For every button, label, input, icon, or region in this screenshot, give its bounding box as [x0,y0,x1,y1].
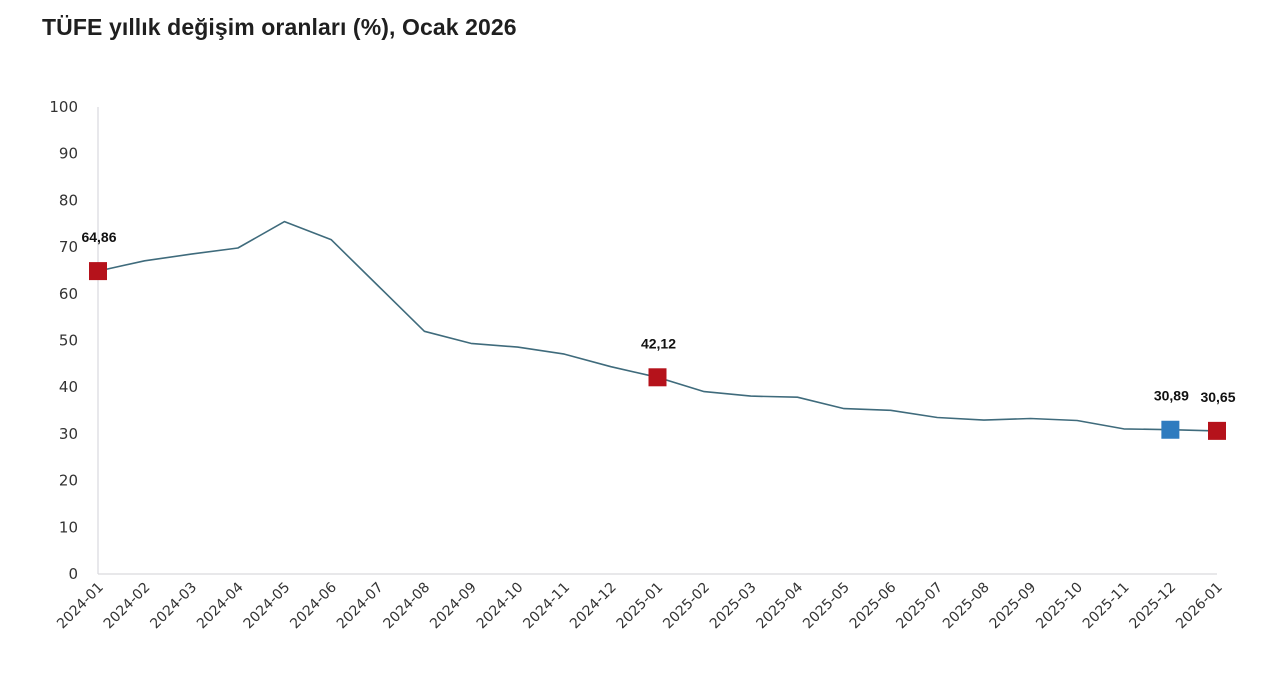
y-tick-label: 20 [59,472,78,490]
x-tick-label: 2025-03 [707,580,760,633]
x-tick-label: 2024-10 [474,580,527,633]
y-tick-label: 30 [59,425,78,443]
x-tick-label: 2025-11 [1080,580,1133,633]
x-tick-label: 2024-08 [381,580,434,633]
x-tick-label: 2024-01 [54,580,107,633]
y-tick-label: 100 [49,98,78,116]
blue-square-marker [1161,420,1180,439]
x-tick-label: 2025-12 [1127,580,1180,633]
x-tick-label: 2025-09 [987,580,1040,633]
x-tick-label: 2025-05 [800,580,853,633]
x-tick-label: 2024-05 [241,580,294,633]
red-square-marker [1208,421,1226,440]
x-tick-label: 2025-08 [940,580,993,633]
x-axis: 2024-012024-022024-032024-042024-052024-… [54,573,1226,633]
x-tick-label: 2024-07 [334,580,387,633]
x-tick-label: 2025-04 [754,579,807,632]
chart-title: TÜFE yıllık değişim oranları (%), Ocak 2… [42,14,517,40]
y-tick-label: 60 [59,285,78,303]
y-tick-label: 10 [59,518,78,536]
y-tick-label: 90 [59,145,78,163]
data-markers: 64,86 42,12 30,89 30,65 [81,229,1236,440]
series-line-0 [97,220,1218,432]
x-tick-label: 2025-10 [1033,580,1086,633]
data-label: 30,65 [1200,389,1235,405]
x-tick-label: 2025-07 [893,580,946,633]
x-tick-label: 2024-03 [147,580,200,633]
x-tick-label: 2024-12 [567,580,620,633]
x-tick-label: 2024-04 [194,579,247,632]
red-square-marker [648,368,667,387]
red-square-marker [89,262,107,281]
data-label: 30,89 [1154,388,1189,404]
y-tick-label: 50 [59,332,78,350]
y-axis: 0 10 20 30 40 50 60 70 80 90 100 [49,98,99,583]
data-label: 64,86 [81,229,116,245]
x-tick-label: 2024-02 [101,580,154,633]
x-tick-label: 2024-06 [287,579,340,632]
data-line [97,220,1218,432]
y-tick-label: 40 [59,378,78,396]
x-tick-label: 2024-09 [427,580,480,633]
x-tick-label: 2025-01 [614,580,667,633]
x-tick-label: 2026-01 [1173,580,1226,633]
x-tick-label: 2025-06 [847,579,900,632]
y-tick-label: 70 [59,238,78,256]
x-tick-label: 2025-02 [660,580,713,633]
y-tick-label: 80 [59,191,78,209]
y-tick-label: 0 [68,565,78,583]
data-label: 42,12 [641,335,676,351]
x-tick-label: 2024-11 [520,580,573,633]
